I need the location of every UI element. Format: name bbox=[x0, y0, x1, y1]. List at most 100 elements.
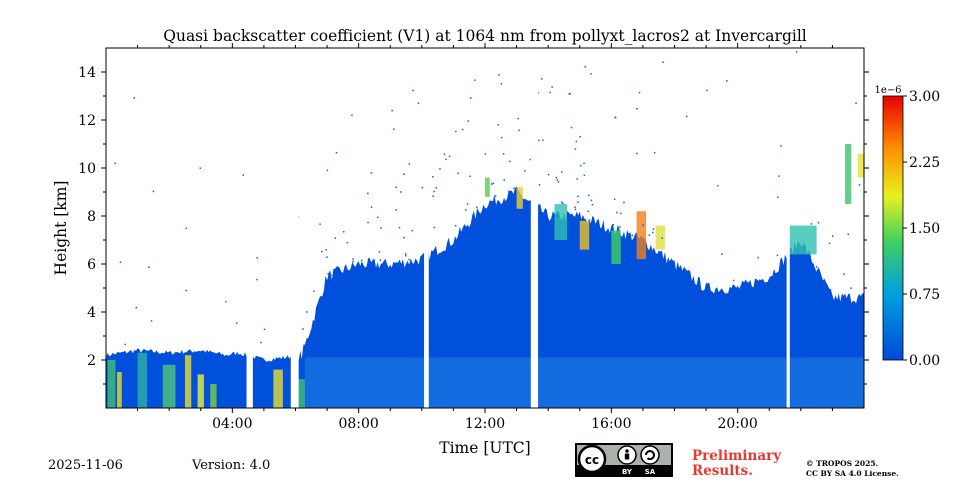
noise-dot bbox=[591, 204, 594, 206]
cloud-features bbox=[107, 144, 864, 408]
noise-dot bbox=[726, 80, 728, 82]
y-tick-label: 4 bbox=[87, 305, 96, 321]
noise-dot bbox=[575, 140, 578, 143]
noise-dot bbox=[732, 279, 735, 282]
noise-dot bbox=[225, 300, 227, 303]
noise-dot bbox=[577, 201, 579, 203]
noise-dot bbox=[370, 206, 373, 208]
noise-dot bbox=[648, 234, 651, 236]
noise-dot bbox=[352, 260, 354, 263]
noise-dot bbox=[370, 172, 373, 174]
noise-dot bbox=[497, 124, 499, 126]
noise-dot bbox=[367, 262, 369, 264]
colorbar: 1e−6 0.00 0.75 1.50 2.25 3.00 bbox=[874, 85, 940, 369]
noise-dot bbox=[721, 253, 723, 255]
noise-dot bbox=[150, 320, 153, 322]
noise-dot bbox=[850, 287, 852, 289]
noise-dot bbox=[334, 237, 336, 239]
colorbar-multiplier: 1e−6 bbox=[874, 85, 901, 96]
noise-dot bbox=[541, 78, 543, 80]
cc-by-label: BY bbox=[622, 468, 633, 476]
noise-dot bbox=[306, 311, 308, 313]
noise-dot bbox=[124, 343, 126, 346]
colorbar-tick-label: 2.25 bbox=[909, 155, 940, 171]
noise-dot bbox=[580, 164, 582, 167]
noise-dot bbox=[114, 162, 116, 165]
noise-dot bbox=[470, 97, 472, 99]
noise-dot bbox=[638, 91, 641, 94]
noise-dot bbox=[432, 195, 434, 197]
signal-region bbox=[106, 186, 864, 408]
colorbar-tick-label: 0.00 bbox=[909, 353, 940, 369]
copyright-note: © TROPOS 2025. CC BY SA 4.0 License. bbox=[806, 459, 899, 479]
y-tick-label: 12 bbox=[78, 113, 96, 129]
noise-dot bbox=[614, 116, 616, 119]
sa-arrow-icon bbox=[640, 445, 660, 465]
noise-dot bbox=[642, 224, 644, 226]
noise-dot bbox=[352, 258, 354, 260]
noise-dot bbox=[538, 184, 541, 186]
cloud-patch bbox=[554, 204, 568, 240]
noise-dot bbox=[433, 226, 436, 229]
noise-dot bbox=[236, 322, 238, 324]
by-person-head bbox=[625, 449, 629, 453]
noise-dot bbox=[577, 195, 579, 198]
noise-dot bbox=[568, 93, 570, 95]
noise-dot bbox=[351, 114, 353, 117]
cc-icon-text: cc bbox=[585, 453, 599, 467]
noise-dot bbox=[631, 234, 633, 236]
chart-title: Quasi backscatter coefficient (V1) at 10… bbox=[163, 27, 807, 45]
cloud-patch bbox=[295, 379, 305, 408]
noise-dot bbox=[583, 174, 586, 176]
colorbar-gradient bbox=[882, 95, 904, 361]
x-tick-label: 20:00 bbox=[717, 416, 757, 432]
noise-dot bbox=[403, 173, 405, 175]
y-axis: 2 4 6 8 10 12 14 bbox=[78, 65, 869, 385]
noise-dot bbox=[538, 139, 540, 142]
noise-dot bbox=[652, 231, 654, 234]
noise-dot bbox=[574, 208, 577, 211]
y-tick-label: 8 bbox=[87, 209, 96, 225]
noise-dot bbox=[832, 235, 834, 237]
noise-dot bbox=[561, 171, 563, 173]
noise-dot bbox=[379, 259, 382, 261]
noise-dot bbox=[858, 184, 861, 186]
noise-dot bbox=[843, 273, 845, 275]
noise-dot bbox=[491, 183, 493, 185]
cc-license-badge: cc BY SA bbox=[575, 443, 673, 477]
noise-dot bbox=[408, 258, 410, 261]
cloud-patch bbox=[485, 177, 490, 197]
noise-dot bbox=[584, 66, 586, 68]
noise-dot bbox=[421, 186, 424, 189]
by-person-body bbox=[624, 453, 630, 460]
data-gap bbox=[424, 48, 429, 408]
preliminary-results-note: Preliminary Results. bbox=[692, 449, 781, 479]
cc-sa-label: SA bbox=[645, 468, 656, 476]
noise-dot bbox=[367, 192, 369, 195]
noise-dot bbox=[185, 227, 187, 229]
plot-area bbox=[106, 48, 864, 408]
noise-speckle bbox=[114, 51, 861, 346]
cloud-patch bbox=[845, 144, 852, 204]
noise-dot bbox=[330, 274, 332, 277]
noise-dot bbox=[636, 108, 638, 110]
noise-dot bbox=[815, 266, 818, 268]
boundary-layer bbox=[304, 357, 864, 408]
noise-dot bbox=[555, 177, 558, 179]
noise-dot bbox=[653, 152, 656, 154]
x-tick-label: 16:00 bbox=[591, 416, 631, 432]
noise-dot bbox=[256, 256, 258, 259]
noise-dot bbox=[327, 272, 329, 275]
noise-dot bbox=[652, 228, 655, 230]
cloud-patch bbox=[117, 372, 122, 408]
data-gaps bbox=[246, 48, 790, 408]
x-tick-label: 04:00 bbox=[212, 416, 252, 432]
x-tick-label: 08:00 bbox=[338, 416, 378, 432]
noise-dot bbox=[778, 175, 780, 177]
noise-dot bbox=[777, 196, 779, 199]
noise-dot bbox=[465, 209, 467, 211]
noise-dot bbox=[817, 222, 820, 224]
noise-dot bbox=[561, 202, 564, 205]
noise-dot bbox=[455, 130, 457, 133]
